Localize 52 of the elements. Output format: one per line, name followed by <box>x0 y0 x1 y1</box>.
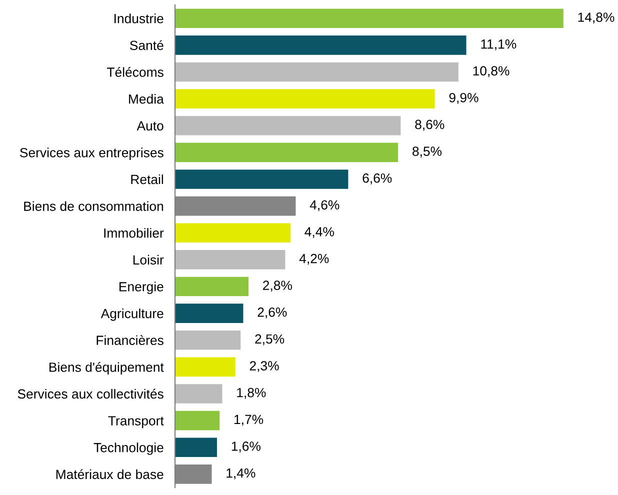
y-tick-label: Matériaux de base <box>56 469 164 480</box>
bar <box>175 250 286 270</box>
data-label: 1,7% <box>234 414 264 426</box>
bar <box>175 304 244 323</box>
data-label: 2,5% <box>255 334 284 346</box>
y-tick-label: Industrie <box>114 14 164 24</box>
bar <box>175 89 435 108</box>
data-label: 10,8% <box>473 66 510 78</box>
bar <box>175 8 564 28</box>
bar <box>175 142 398 162</box>
data-label: 1,4% <box>226 468 256 480</box>
data-label: 1,8% <box>237 388 266 399</box>
bar <box>175 438 217 458</box>
bar <box>175 223 290 243</box>
data-label: 4,4% <box>304 227 334 238</box>
y-tick-label: Media <box>129 94 164 104</box>
data-label: 8,6% <box>415 120 444 131</box>
data-label: 2,6% <box>258 307 287 318</box>
y-tick-label: Agriculture <box>100 308 164 321</box>
bar <box>175 384 222 404</box>
y-tick-label: Retail <box>131 174 164 184</box>
y-tick-label: Technologie <box>94 442 164 455</box>
bar <box>175 276 248 296</box>
y-tick-label: Télécoms <box>107 67 164 77</box>
y-tick-label: Santé <box>130 40 164 50</box>
bar <box>175 410 220 430</box>
y-tick-label: Loisir <box>133 254 164 265</box>
data-label: 4,6% <box>310 200 340 212</box>
data-label: 8,5% <box>412 146 442 158</box>
data-label: 14,8% <box>578 12 614 24</box>
bar <box>175 62 458 82</box>
data-label: 11,1% <box>481 39 516 50</box>
bar <box>175 357 236 377</box>
y-tick-label: Services aux collectivités <box>18 388 164 399</box>
data-label: 1,6% <box>232 442 260 452</box>
y-tick-label: Transport <box>108 416 164 428</box>
bar <box>175 36 466 55</box>
y-tick-label: Auto <box>136 121 164 131</box>
bar <box>175 170 348 189</box>
data-label: 4,2% <box>299 254 329 265</box>
data-label: 9,9% <box>449 92 478 104</box>
y-tick-label: Energie <box>119 282 164 294</box>
y-tick-label: Financières <box>96 335 164 346</box>
y-tick-label: Biens de consommation <box>24 201 164 211</box>
data-label: 2,3% <box>250 361 279 372</box>
data-label: 2,8% <box>263 280 292 292</box>
bar <box>175 116 401 136</box>
y-tick-label: Immobilier <box>104 228 164 238</box>
data-label: 6,6% <box>362 173 392 184</box>
bar <box>175 330 241 350</box>
y-tick-label: Services aux entreprises <box>20 148 164 160</box>
y-tick-label: Biens d'équipement <box>49 362 164 375</box>
